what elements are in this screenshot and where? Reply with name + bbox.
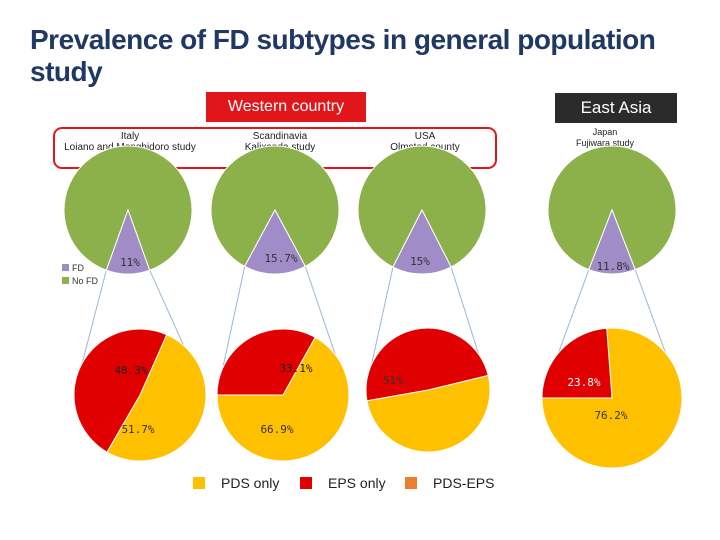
pds-percent-label: 76.2% [594, 409, 627, 422]
eps-only-slice [216, 328, 316, 396]
chart-title: Prevalence of FD subtypes in general pop… [30, 24, 656, 87]
pds-only-swatch [193, 477, 205, 489]
legend-label: PDS-EPS [433, 475, 495, 491]
no-fd-slice [547, 145, 677, 271]
fd-legend: FD No FD [62, 261, 98, 287]
no-fd-swatch [62, 277, 69, 284]
fd-slice [244, 208, 306, 275]
fd-percent-label: 15.7% [264, 252, 297, 265]
fd-slice [392, 208, 452, 275]
study-label-japan: Japan Fujiwara study [560, 127, 650, 149]
study-country: Japan [592, 127, 618, 137]
pds-percent-label: 66.9% [260, 423, 293, 436]
fd-legend-label: FD [72, 262, 84, 273]
no-fd-slice [357, 145, 487, 268]
eps-only-slice [73, 328, 168, 453]
east-asia-header: East Asia [555, 93, 677, 123]
eps-only-swatch [300, 477, 312, 489]
legend-label: PDS only [221, 475, 280, 491]
fd-slice [105, 208, 151, 275]
pds-percent-label: 51.7% [121, 423, 154, 436]
no-fd-legend-item: No FD [62, 274, 98, 287]
study-country: Scandinavia [252, 131, 308, 142]
legend-pds-only: PDS only [193, 475, 279, 491]
no-fd-slice [210, 145, 340, 268]
pds-only-slice [106, 333, 207, 462]
study-country: USA [414, 131, 436, 142]
eps-only-slice [365, 327, 489, 402]
legend-label: EPS only [328, 475, 386, 491]
western-country-header: Western country [206, 92, 366, 122]
subtype-legend: PDS only EPS only PDS-EPS [0, 475, 720, 497]
legend-pds-eps: PDS-EPS [405, 475, 494, 491]
study-name: Fujiwara study [575, 138, 635, 148]
fd-legend-item: FD [62, 261, 98, 274]
legend-eps-only: EPS only [300, 475, 386, 491]
eps-percent-label: 33.1% [279, 362, 312, 375]
fd-percent-label: 11% [120, 256, 140, 269]
fd-swatch [62, 264, 69, 271]
pds-eps-swatch [405, 477, 417, 489]
eps-percent-label: 48.3% [114, 364, 147, 377]
pds-only-slice [366, 374, 491, 453]
fd-slice [588, 208, 636, 275]
fd-percent-label: 15% [410, 255, 430, 268]
study-country: Italy [120, 131, 140, 142]
fd-percent-label: 11.8% [596, 260, 629, 273]
eps-only-slice [541, 327, 613, 399]
eps-percent-label: 23.8% [567, 376, 600, 389]
no-fd-legend-label: No FD [72, 275, 99, 286]
pds-only-slice [216, 336, 350, 462]
pds-percent-label: 51% [383, 374, 403, 387]
no-fd-slice [63, 145, 193, 271]
